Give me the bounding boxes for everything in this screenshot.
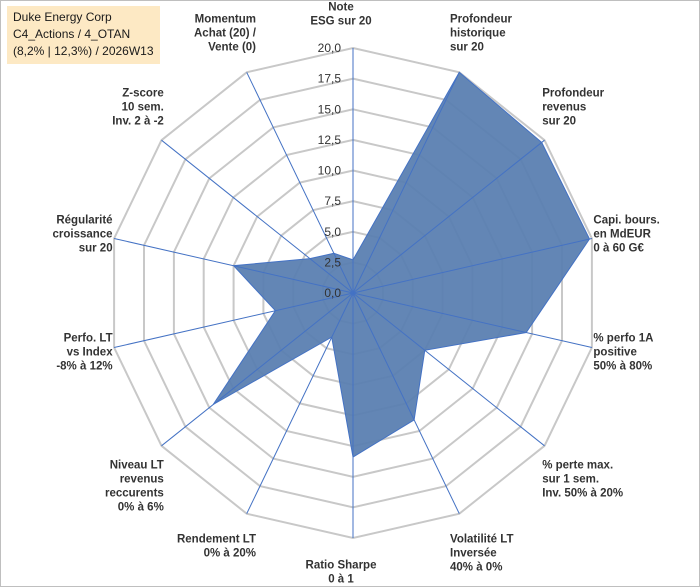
radial-tick-label: 10,0 [318, 164, 342, 178]
axis-label: Volatilité LT Inversée 40% à 0% [450, 533, 513, 573]
axis-label-line: positive [593, 347, 636, 359]
chart-title-line: Duke Energy Corp [13, 10, 112, 24]
axis-spoke [161, 292, 354, 447]
axis-label-line: 50% à 80% [593, 361, 652, 373]
axis-label-line: reccurents [105, 488, 164, 500]
axis-label: % perfo 1A positive 50% à 80% [593, 333, 653, 373]
radial-tick-label: 2,5 [324, 255, 341, 269]
axis-label: Profondeur historique sur 20 [450, 14, 512, 54]
axis-label-line: % perte max. [542, 460, 613, 472]
axis-label: Niveau LT revenus reccurents 0% à 6% [105, 460, 164, 514]
axis-label-line: Inversée [450, 547, 497, 559]
axis-label-line: ESG sur 20 [310, 16, 371, 28]
axis-spoke [352, 292, 545, 447]
axis-label: Rendement LT 0% à 20% [177, 533, 256, 559]
axis-label-line: sur 20 [542, 115, 576, 127]
axis-label-line: sur 1 sem. [542, 474, 599, 486]
axis-label-line: sur 20 [450, 42, 484, 54]
axis-label-line: 0% à 20% [204, 547, 256, 559]
radial-tick-label: 7,5 [324, 194, 341, 208]
axis-label-line: en MdEUR [593, 229, 651, 241]
axis-label-line: % perfo 1A [593, 333, 653, 345]
axis-spoke [246, 292, 354, 514]
chart-period-line: (8,2% | 12,3%) / 2026W13 [13, 44, 154, 58]
axis-label-line: 0% à 6% [118, 502, 164, 514]
axis-label: Momentum Achat (20) / Vente (0) [194, 14, 257, 54]
chart-title-box: Duke Energy Corp C4_Actions / 4_OTAN (8,… [7, 6, 160, 64]
axis-spoke [352, 238, 593, 294]
axis-spoke [352, 292, 593, 348]
axis-label: Perfo. LT vs Index -8% à 12% [56, 333, 113, 373]
axis-label-line: 0 à 1 [328, 574, 354, 586]
axis-label-line: Régularité [56, 215, 112, 227]
chart-subtitle-line: C4_Actions / 4_OTAN [13, 27, 131, 41]
axis-label-line: Niveau LT [110, 460, 164, 472]
axis-label-line: Momentum [195, 14, 256, 26]
axis-spoke [161, 139, 354, 294]
axis-label-line: Capi. bours. [593, 215, 659, 227]
axis-label-line: Achat (20) / [194, 28, 257, 40]
radial-tick-label: 20,0 [318, 41, 342, 55]
axis-label-line: Volatilité LT [450, 533, 513, 545]
axis-label-line: revenus [542, 101, 586, 113]
axis-spoke [246, 72, 354, 294]
axis-label: % perte max. sur 1 sem. Inv. 50% à 20% [542, 460, 623, 500]
axis-label-line: 10 sem. [122, 101, 164, 113]
axis-label-line: sur 20 [79, 243, 113, 255]
axis-label: Note ESG sur 20 [310, 2, 371, 28]
axis-label-line: historique [450, 28, 506, 40]
radial-tick-label: 15,0 [318, 102, 342, 116]
axis-label-line: Perfo. LT [64, 333, 113, 345]
axis-label: Profondeur revenus sur 20 [542, 87, 604, 127]
radial-tick-label: 5,0 [324, 225, 341, 239]
axis-label-line: Note [328, 2, 354, 14]
axis-label-line: Rendement LT [177, 533, 256, 545]
axis-spoke [352, 292, 460, 514]
axis-label-line: Profondeur [450, 14, 512, 26]
axis-label-line: Ratio Sharpe [306, 560, 377, 572]
axis-label-line: revenus [120, 474, 164, 486]
axis-spoke [352, 72, 460, 294]
axis-label-line: vs Index [67, 347, 114, 359]
axis-label-line: 0 à 60 G€ [593, 243, 644, 255]
axis-label: Z-score 10 sem. Inv. 2 à -2 [112, 87, 164, 127]
axis-label: Ratio Sharpe 0 à 1 [306, 560, 377, 586]
axis-label: Régularité croissance sur 20 [52, 215, 112, 255]
axis-label: Capi. bours. en MdEUR 0 à 60 G€ [593, 215, 659, 255]
axis-label-line: -8% à 12% [56, 361, 112, 373]
axis-label-line: croissance [52, 229, 112, 241]
radial-tick-label: 12,5 [318, 133, 342, 147]
axis-label-line: Profondeur [542, 87, 604, 99]
axis-spoke [113, 292, 354, 348]
axis-label-line: Vente (0) [208, 42, 256, 54]
axis-spoke [113, 238, 354, 294]
radial-tick-label: 17,5 [318, 72, 342, 86]
axis-label-line: Z-score [122, 87, 164, 99]
axis-label-line: 40% à 0% [450, 561, 502, 573]
radial-tick-label: 0,0 [324, 286, 341, 300]
axis-label-line: Inv. 50% à 20% [542, 488, 623, 500]
axis-label-line: Inv. 2 à -2 [112, 115, 164, 127]
axis-spoke [352, 139, 545, 294]
